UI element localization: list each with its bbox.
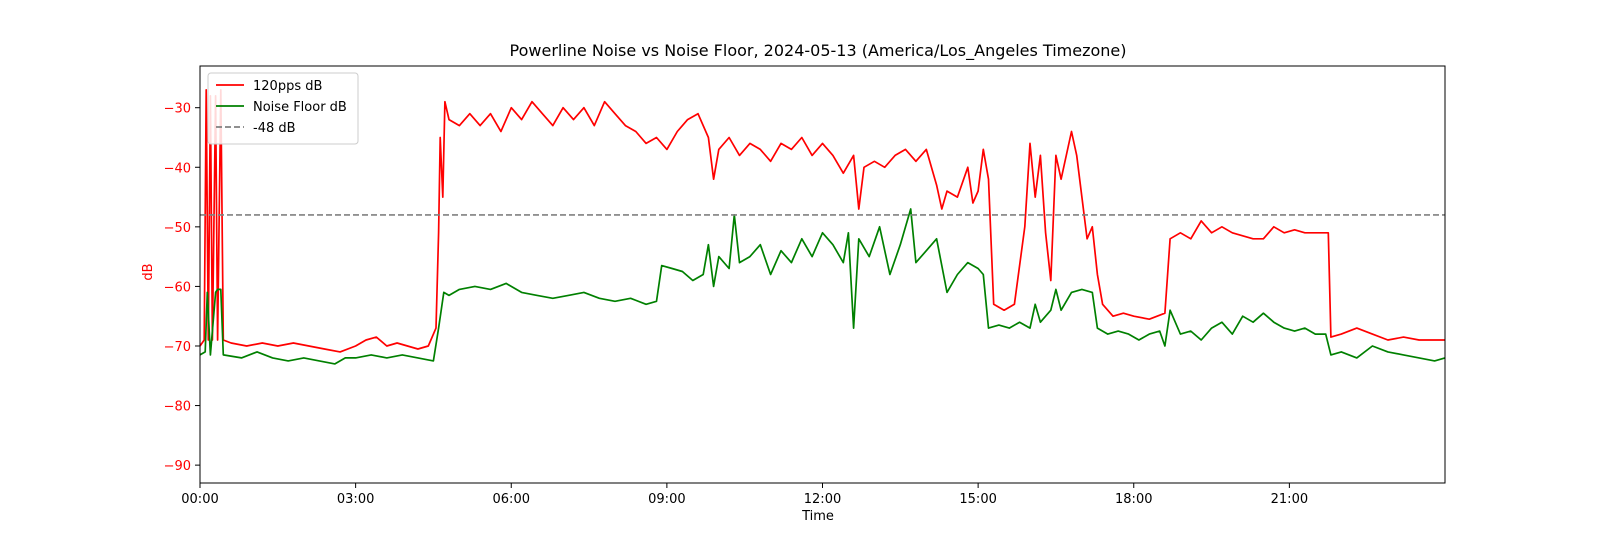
plot-area bbox=[199, 65, 1446, 484]
y-tick-label-5: −80 bbox=[164, 400, 191, 415]
legend: 120pps dB Noise Floor dB -48 dB bbox=[207, 72, 359, 145]
series-line-1 bbox=[199, 208, 1446, 365]
x-tick-label-0: 00:00 bbox=[181, 492, 218, 507]
y-axis: −30 −40 −50 −60 −70 −80 −90 bbox=[164, 102, 200, 474]
legend-label-0: 120pps dB bbox=[253, 79, 322, 94]
x-tick-label-5: 15:00 bbox=[959, 492, 996, 507]
x-tick-label-2: 06:00 bbox=[493, 492, 530, 507]
x-axis: 00:00 03:00 06:00 09:00 12:00 15:00 18:00 21:00 bbox=[181, 483, 1308, 507]
y-tick-label-3: −60 bbox=[164, 280, 191, 295]
legend-label-1: Noise Floor dB bbox=[253, 100, 347, 115]
y-axis-label: dB bbox=[141, 263, 156, 280]
x-tick-label-3: 09:00 bbox=[648, 492, 685, 507]
x-axis-label: Time bbox=[801, 509, 834, 524]
x-tick-label-7: 21:00 bbox=[1271, 492, 1308, 507]
y-tick-label-0: −30 bbox=[164, 102, 191, 117]
x-tick-label-1: 03:00 bbox=[337, 492, 374, 507]
legend-box bbox=[207, 72, 359, 145]
y-tick-label-4: −70 bbox=[164, 340, 191, 355]
x-tick-label-4: 12:00 bbox=[804, 492, 841, 507]
chart-title: Powerline Noise vs Noise Floor, 2024-05-… bbox=[510, 41, 1127, 61]
y-tick-label-2: −50 bbox=[164, 221, 191, 236]
plot-frame bbox=[199, 65, 1446, 484]
series-line-0 bbox=[199, 88, 1445, 353]
y-tick-label-6: −90 bbox=[164, 459, 191, 474]
x-tick-label-6: 18:00 bbox=[1115, 492, 1152, 507]
legend-label-2: -48 dB bbox=[253, 121, 296, 136]
y-tick-label-1: −40 bbox=[164, 161, 191, 176]
